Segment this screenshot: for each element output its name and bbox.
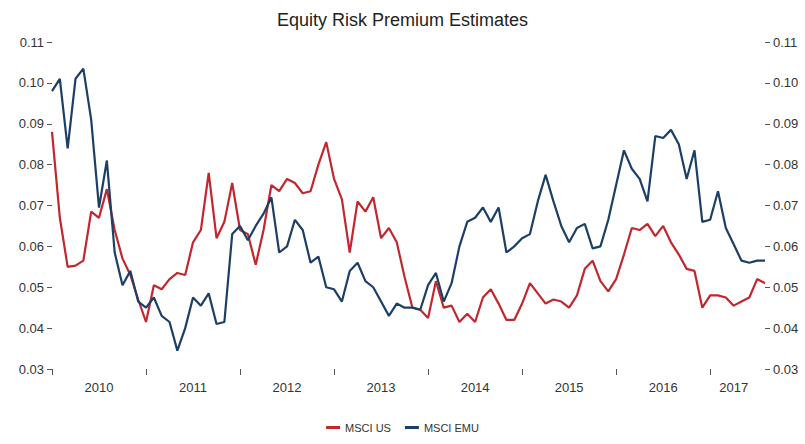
svg-text:0.08: 0.08	[19, 157, 44, 172]
svg-text:0.03: 0.03	[19, 362, 44, 377]
svg-text:0.07: 0.07	[19, 198, 44, 213]
svg-text:2010: 2010	[85, 380, 114, 395]
svg-text:0.06: 0.06	[19, 239, 44, 254]
svg-text:2014: 2014	[461, 380, 490, 395]
svg-text:0.09: 0.09	[773, 116, 798, 131]
svg-text:0.04: 0.04	[19, 321, 44, 336]
svg-text:2013: 2013	[367, 380, 396, 395]
svg-text:2012: 2012	[273, 380, 302, 395]
svg-text:2015: 2015	[555, 380, 584, 395]
svg-text:0.07: 0.07	[773, 198, 798, 213]
svg-text:MSCI EMU: MSCI EMU	[424, 422, 479, 434]
svg-text:0.03: 0.03	[773, 362, 798, 377]
svg-text:0.10: 0.10	[773, 75, 798, 90]
svg-text:0.09: 0.09	[19, 116, 44, 131]
svg-text:0.10: 0.10	[19, 75, 44, 90]
svg-text:0.08: 0.08	[773, 157, 798, 172]
svg-text:MSCI US: MSCI US	[345, 422, 391, 434]
svg-text:0.11: 0.11	[20, 35, 44, 50]
svg-text:0.05: 0.05	[773, 280, 798, 295]
svg-text:Equity Risk Premium Estimates: Equity Risk Premium Estimates	[277, 10, 528, 30]
svg-text:0.04: 0.04	[773, 321, 798, 336]
svg-text:2011: 2011	[179, 380, 207, 395]
svg-text:2016: 2016	[649, 380, 678, 395]
svg-text:0.11: 0.11	[773, 35, 797, 50]
svg-text:0.05: 0.05	[19, 280, 44, 295]
svg-text:2017: 2017	[719, 380, 748, 395]
svg-text:0.06: 0.06	[773, 239, 798, 254]
